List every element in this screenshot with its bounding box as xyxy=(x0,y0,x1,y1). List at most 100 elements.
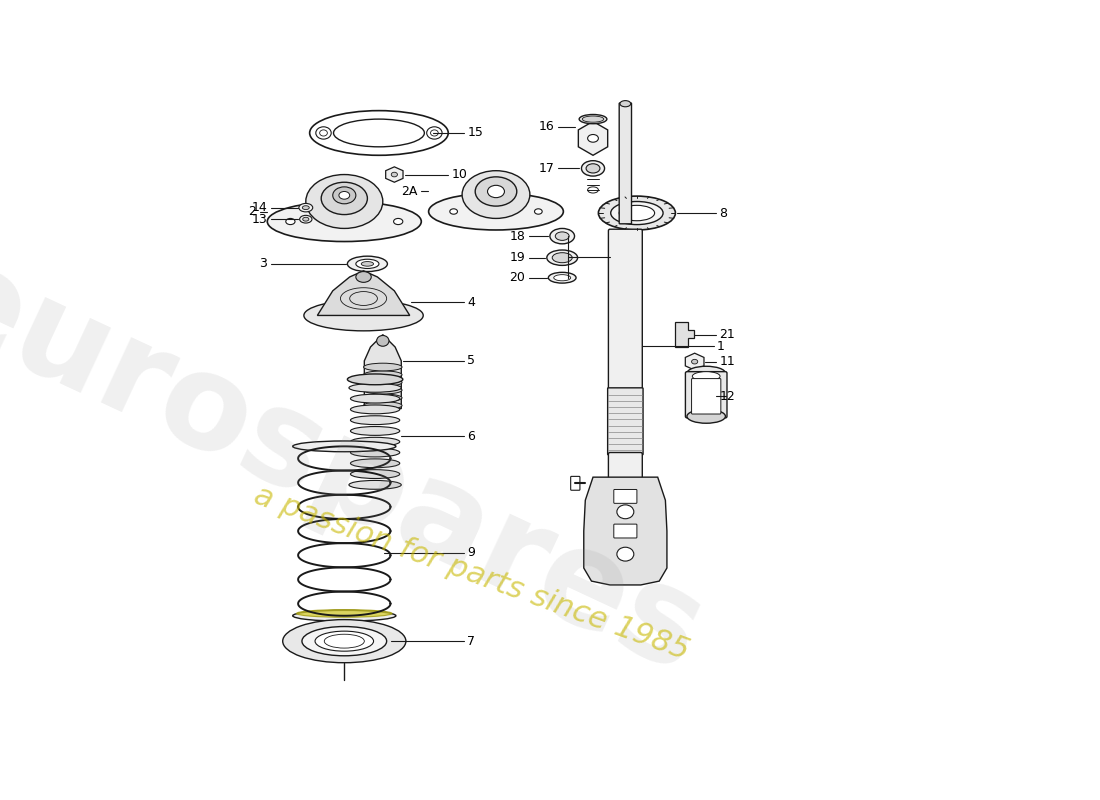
Ellipse shape xyxy=(617,505,634,518)
Ellipse shape xyxy=(293,441,396,452)
Ellipse shape xyxy=(363,363,403,371)
Text: 21: 21 xyxy=(719,328,735,341)
Ellipse shape xyxy=(351,426,399,435)
Polygon shape xyxy=(675,322,694,347)
Ellipse shape xyxy=(475,177,517,206)
Ellipse shape xyxy=(363,371,403,378)
Ellipse shape xyxy=(556,232,569,240)
Ellipse shape xyxy=(552,253,572,262)
Ellipse shape xyxy=(332,187,356,204)
Ellipse shape xyxy=(351,448,399,457)
Polygon shape xyxy=(685,353,704,370)
Ellipse shape xyxy=(293,610,396,621)
Ellipse shape xyxy=(553,274,571,281)
Ellipse shape xyxy=(587,187,598,193)
Text: 19: 19 xyxy=(509,251,526,264)
Text: 11: 11 xyxy=(719,355,735,368)
Text: 12: 12 xyxy=(719,390,735,403)
Text: 9: 9 xyxy=(468,546,475,559)
Ellipse shape xyxy=(547,250,578,266)
Ellipse shape xyxy=(394,218,403,225)
Ellipse shape xyxy=(462,170,530,218)
Text: 17: 17 xyxy=(539,162,554,175)
FancyBboxPatch shape xyxy=(571,476,580,490)
Ellipse shape xyxy=(582,161,605,176)
Ellipse shape xyxy=(619,206,654,221)
Text: 5: 5 xyxy=(468,354,475,367)
Text: 2A: 2A xyxy=(402,185,418,198)
Ellipse shape xyxy=(579,114,607,124)
Ellipse shape xyxy=(363,378,403,386)
Text: a passion for parts since 1985: a passion for parts since 1985 xyxy=(250,481,693,666)
Ellipse shape xyxy=(283,619,406,662)
Ellipse shape xyxy=(351,394,399,403)
Ellipse shape xyxy=(349,481,402,490)
Ellipse shape xyxy=(348,256,387,271)
Ellipse shape xyxy=(297,610,392,618)
Ellipse shape xyxy=(267,202,421,242)
Ellipse shape xyxy=(582,116,604,122)
Text: 1: 1 xyxy=(717,340,725,353)
Ellipse shape xyxy=(429,193,563,230)
Ellipse shape xyxy=(487,186,505,198)
Ellipse shape xyxy=(550,229,574,244)
FancyBboxPatch shape xyxy=(614,490,637,503)
Ellipse shape xyxy=(321,182,367,214)
Ellipse shape xyxy=(316,127,331,139)
Ellipse shape xyxy=(686,410,726,423)
FancyBboxPatch shape xyxy=(619,103,631,224)
Text: 13: 13 xyxy=(252,213,267,226)
Text: 14: 14 xyxy=(252,201,267,214)
FancyBboxPatch shape xyxy=(614,524,637,538)
Ellipse shape xyxy=(363,386,403,394)
FancyBboxPatch shape xyxy=(692,378,720,414)
Text: 3: 3 xyxy=(260,258,267,270)
Ellipse shape xyxy=(598,196,675,230)
Text: 10: 10 xyxy=(452,168,468,181)
Ellipse shape xyxy=(620,101,630,106)
Ellipse shape xyxy=(286,218,295,225)
Ellipse shape xyxy=(617,547,634,561)
Ellipse shape xyxy=(315,631,374,651)
Ellipse shape xyxy=(535,209,542,214)
FancyBboxPatch shape xyxy=(607,388,644,455)
Polygon shape xyxy=(584,477,667,585)
Ellipse shape xyxy=(586,164,600,173)
Text: 7: 7 xyxy=(468,634,475,648)
Text: 4: 4 xyxy=(468,296,475,309)
FancyBboxPatch shape xyxy=(608,453,642,525)
Ellipse shape xyxy=(302,206,309,210)
Ellipse shape xyxy=(299,203,312,212)
Ellipse shape xyxy=(304,300,424,331)
Ellipse shape xyxy=(361,262,374,266)
Polygon shape xyxy=(318,270,409,315)
Ellipse shape xyxy=(363,394,403,402)
Text: 16: 16 xyxy=(539,120,554,134)
Text: 15: 15 xyxy=(468,126,483,139)
Polygon shape xyxy=(579,122,607,155)
Ellipse shape xyxy=(450,209,458,214)
Text: 2: 2 xyxy=(248,205,255,218)
FancyBboxPatch shape xyxy=(685,372,727,418)
Ellipse shape xyxy=(587,134,598,142)
Ellipse shape xyxy=(351,416,399,425)
Ellipse shape xyxy=(548,272,576,283)
Ellipse shape xyxy=(392,172,397,177)
Ellipse shape xyxy=(363,402,403,410)
Text: 6: 6 xyxy=(468,430,475,443)
Text: 20: 20 xyxy=(509,271,526,284)
Ellipse shape xyxy=(349,383,402,392)
Ellipse shape xyxy=(351,470,399,478)
Ellipse shape xyxy=(351,438,399,446)
Text: 8: 8 xyxy=(719,206,727,219)
Ellipse shape xyxy=(686,366,726,380)
Ellipse shape xyxy=(348,374,403,385)
Ellipse shape xyxy=(692,372,720,381)
Text: eurospares: eurospares xyxy=(0,232,723,699)
Ellipse shape xyxy=(302,218,309,221)
Ellipse shape xyxy=(692,359,697,364)
Ellipse shape xyxy=(301,626,387,656)
Ellipse shape xyxy=(427,127,442,139)
Ellipse shape xyxy=(355,259,378,269)
Ellipse shape xyxy=(356,271,372,282)
